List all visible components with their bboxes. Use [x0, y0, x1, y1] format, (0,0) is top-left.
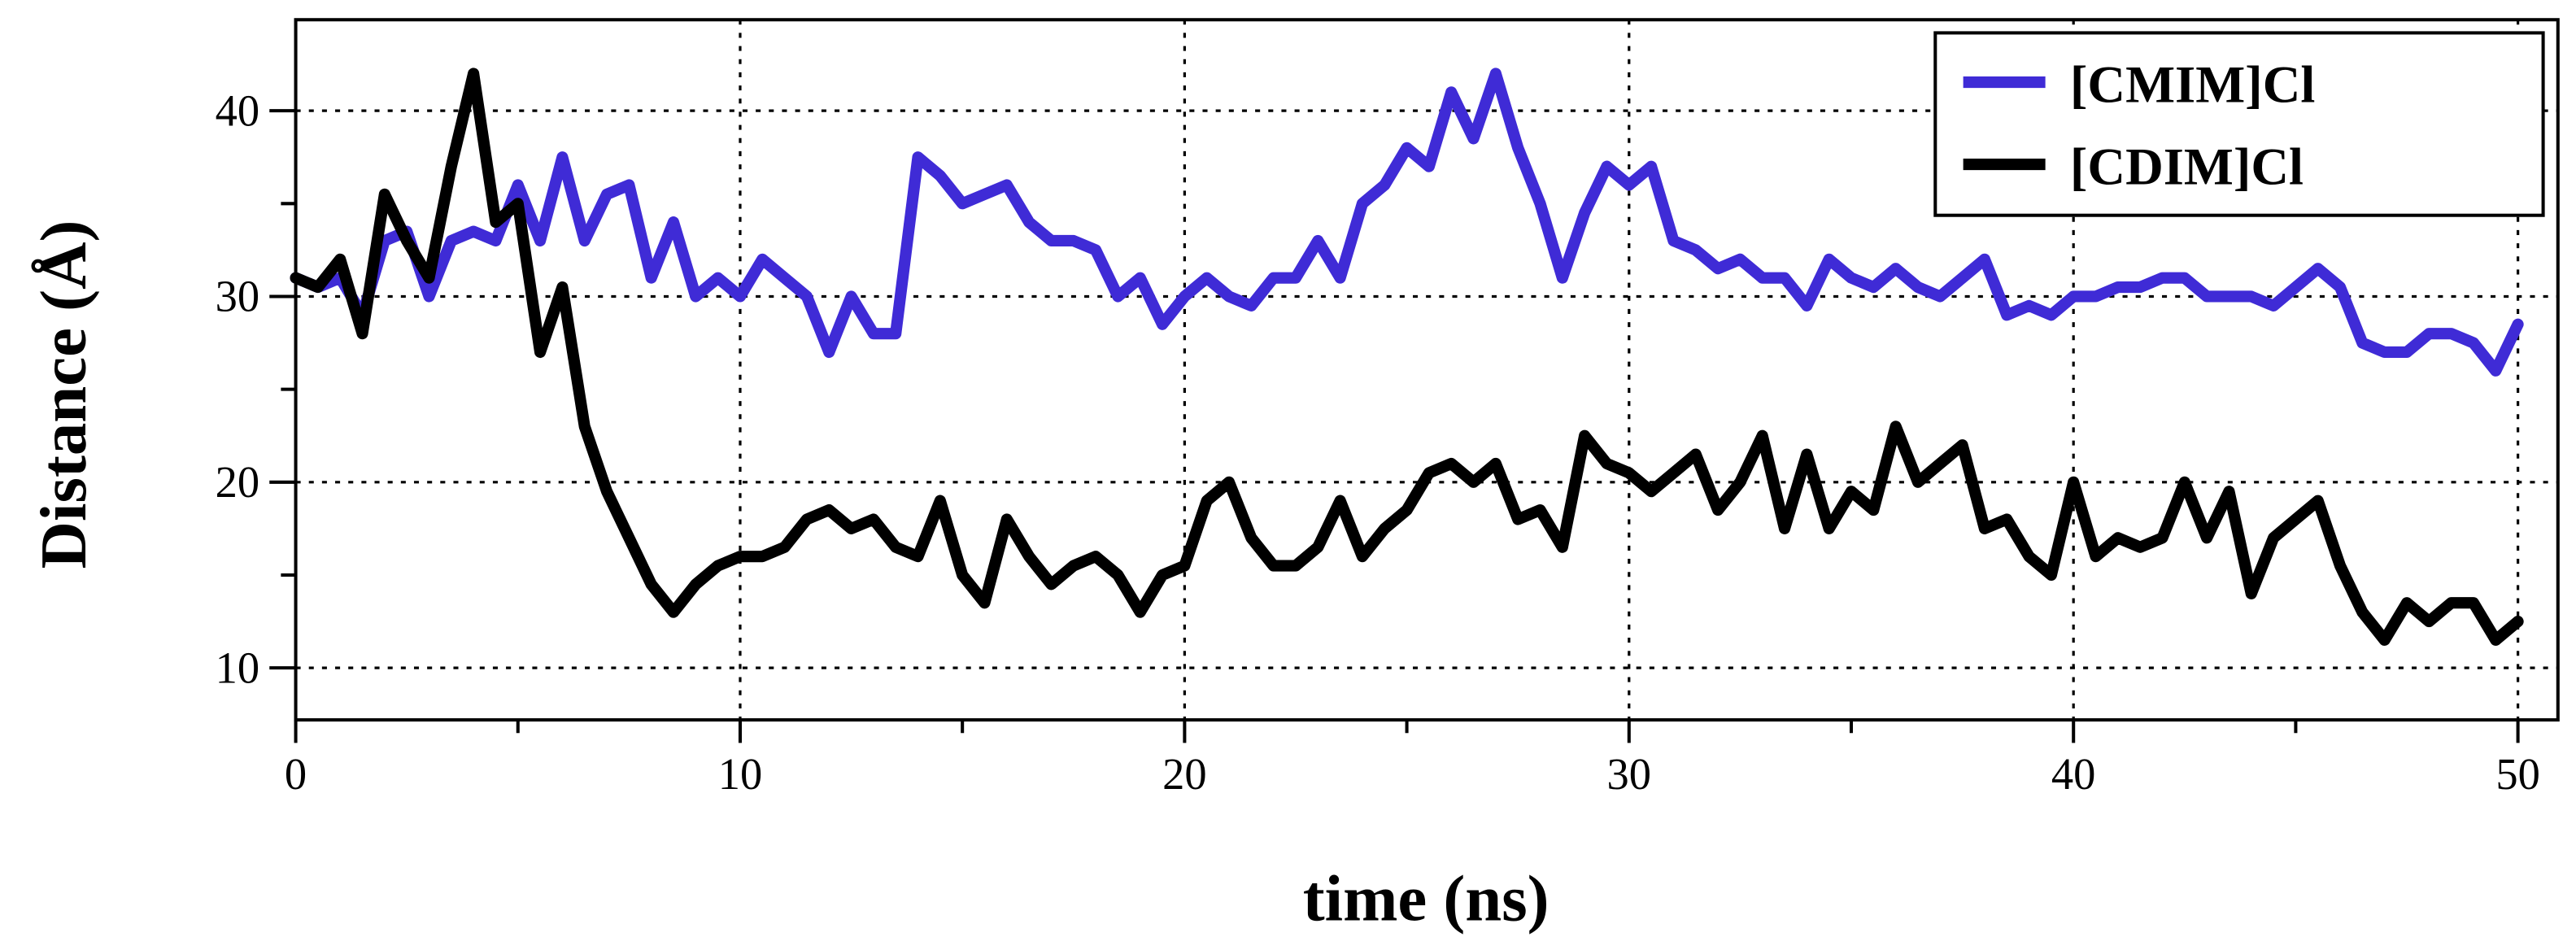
data-line	[290, 68, 2524, 646]
x-tick-label: 50	[2495, 749, 2540, 799]
x-tick-label: 20	[1162, 749, 1207, 799]
y-tick-label: 30	[216, 272, 260, 321]
y-tick-label: 20	[216, 457, 260, 507]
y-tick-label: 40	[216, 85, 260, 135]
x-tick-label: 0	[285, 749, 307, 799]
legend-box	[1933, 31, 2545, 217]
y-tick-label: 10	[216, 643, 260, 692]
x-tick-label: 40	[2051, 749, 2096, 799]
x-tick-label: 30	[1607, 749, 1652, 799]
x-tick-label: 10	[718, 749, 763, 799]
plot-frame	[294, 18, 2560, 722]
legend-label: [CMIM]Cl	[2070, 54, 2315, 113]
y-axis-label: Distance (Å)	[28, 220, 100, 569]
x-axis-label: time (ns)	[1303, 863, 1550, 935]
data-line	[290, 68, 2524, 377]
legend-label: [CDIM]Cl	[2070, 137, 2304, 195]
